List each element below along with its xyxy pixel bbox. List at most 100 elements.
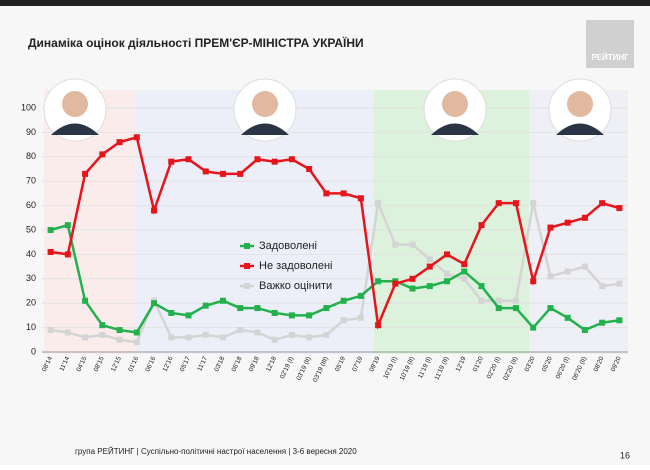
marker bbox=[547, 224, 554, 231]
logo-box bbox=[586, 20, 634, 68]
marker bbox=[64, 251, 71, 258]
marker bbox=[530, 278, 537, 285]
marker bbox=[581, 327, 588, 334]
marker bbox=[444, 270, 451, 277]
marker bbox=[564, 314, 571, 321]
marker bbox=[133, 134, 140, 141]
marker bbox=[461, 261, 468, 268]
photo-suit bbox=[431, 123, 479, 135]
marker bbox=[426, 283, 433, 290]
marker bbox=[237, 305, 244, 312]
y-tick-label: 70 bbox=[26, 176, 36, 186]
marker bbox=[530, 200, 537, 207]
marker bbox=[375, 322, 382, 329]
marker bbox=[495, 200, 502, 207]
marker bbox=[271, 158, 278, 165]
marker bbox=[219, 334, 226, 341]
marker bbox=[512, 305, 519, 312]
photo-suit bbox=[556, 123, 604, 135]
y-tick-label: 60 bbox=[26, 200, 36, 210]
marker bbox=[202, 168, 209, 175]
marker bbox=[82, 170, 89, 177]
marker bbox=[409, 285, 416, 292]
marker bbox=[99, 331, 106, 338]
marker bbox=[151, 300, 158, 307]
photo-suit bbox=[241, 123, 289, 135]
marker bbox=[47, 248, 54, 255]
y-tick-label: 80 bbox=[26, 151, 36, 161]
logo: РЕЙТИНГ bbox=[591, 53, 629, 62]
marker bbox=[616, 205, 623, 212]
y-tick-label: 90 bbox=[26, 127, 36, 137]
marker bbox=[599, 283, 606, 290]
marker bbox=[444, 251, 451, 258]
marker bbox=[581, 263, 588, 270]
marker bbox=[392, 241, 399, 248]
top-bar bbox=[0, 0, 650, 6]
marker bbox=[185, 334, 192, 341]
marker bbox=[599, 319, 606, 326]
marker bbox=[219, 170, 226, 177]
marker bbox=[547, 273, 554, 280]
legend-label: Не задоволені bbox=[259, 260, 332, 272]
y-tick-label: 50 bbox=[26, 224, 36, 234]
marker bbox=[168, 334, 175, 341]
marker bbox=[357, 292, 364, 299]
marker bbox=[444, 278, 451, 285]
y-tick-label: 0 bbox=[31, 346, 36, 356]
marker bbox=[99, 322, 106, 329]
marker bbox=[392, 280, 399, 287]
photo-face bbox=[567, 91, 593, 117]
marker bbox=[478, 283, 485, 290]
marker bbox=[47, 327, 54, 334]
marker bbox=[461, 268, 468, 275]
marker bbox=[495, 305, 502, 312]
marker bbox=[254, 156, 261, 163]
photo-face bbox=[252, 91, 278, 117]
marker bbox=[202, 302, 209, 309]
chart-title: Динаміка оцінок діяльності ПРЕМ'ЄР-МІНІС… bbox=[28, 35, 364, 50]
marker bbox=[426, 256, 433, 263]
marker bbox=[219, 297, 226, 304]
marker bbox=[306, 166, 313, 172]
y-tick-label: 30 bbox=[26, 273, 36, 283]
marker bbox=[288, 331, 295, 338]
y-tick-label: 100 bbox=[21, 102, 36, 112]
marker bbox=[426, 263, 433, 270]
marker bbox=[478, 297, 485, 304]
marker bbox=[306, 334, 313, 341]
y-tick-label: 40 bbox=[26, 249, 36, 259]
marker bbox=[82, 334, 89, 341]
marker bbox=[323, 305, 330, 312]
marker bbox=[409, 241, 416, 248]
legend-label: Задоволені bbox=[259, 240, 317, 252]
marker bbox=[323, 331, 330, 338]
marker bbox=[271, 309, 278, 316]
y-tick-label: 20 bbox=[26, 298, 36, 308]
marker bbox=[64, 329, 71, 336]
marker bbox=[340, 190, 347, 197]
marker bbox=[478, 222, 485, 229]
marker bbox=[495, 297, 502, 304]
marker bbox=[64, 222, 71, 229]
marker bbox=[409, 275, 416, 282]
marker bbox=[271, 336, 278, 343]
line bbox=[50, 135, 620, 330]
marker bbox=[599, 200, 606, 207]
marker bbox=[323, 190, 330, 197]
marker bbox=[237, 327, 244, 334]
marker bbox=[340, 297, 347, 304]
marker bbox=[564, 268, 571, 275]
marker bbox=[288, 312, 295, 319]
marker bbox=[357, 195, 364, 202]
marker bbox=[185, 312, 192, 319]
marker bbox=[116, 139, 123, 146]
photo-face bbox=[62, 91, 88, 117]
photo-face bbox=[442, 91, 468, 117]
marker bbox=[99, 151, 106, 158]
periods bbox=[44, 90, 628, 354]
footer: група РЕЙТИНГ | Суспільно-політичні наст… bbox=[75, 447, 357, 456]
marker bbox=[168, 309, 175, 316]
marker bbox=[254, 305, 261, 312]
